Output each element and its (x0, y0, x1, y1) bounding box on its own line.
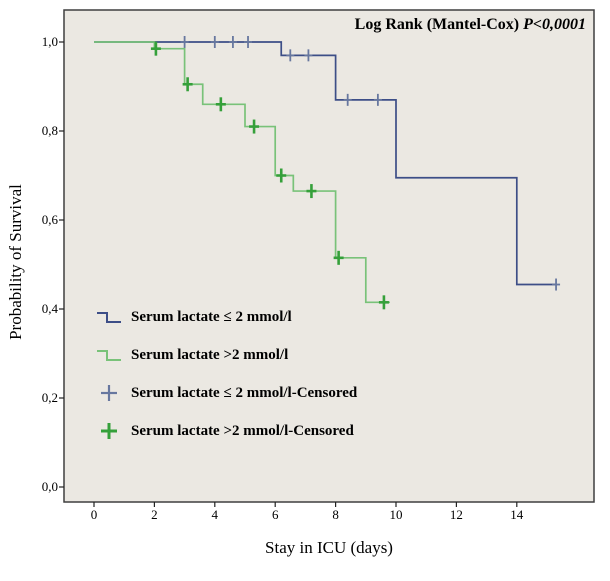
y-tick-label: 0,8 (41, 123, 58, 138)
legend-label: Serum lactate ≤ 2 mmol/l (131, 308, 292, 325)
legend-item: Serum lactate >2 mmol/l-Censored (96, 420, 357, 442)
y-tick-label: 0,0 (41, 479, 58, 494)
legend: Serum lactate ≤ 2 mmol/l Serum lactate >2… (96, 306, 357, 458)
x-tick-label: 14 (510, 507, 524, 522)
x-tick-label: 4 (211, 507, 219, 522)
legend-label: Serum lactate >2 mmol/l-Censored (131, 422, 354, 439)
x-tick-label: 12 (449, 507, 463, 522)
legend-item: Serum lactate >2 mmol/l (96, 344, 357, 366)
x-tick-label: 6 (271, 507, 279, 522)
x-tick-label: 10 (389, 507, 403, 522)
y-tick-label: 0,6 (41, 212, 58, 227)
plot-area (63, 9, 595, 503)
legend-censored-plus-icon (101, 385, 117, 401)
survival-curve (94, 41, 557, 286)
legend-censored-plus-icon (101, 423, 117, 439)
log-rank-annotation: Log Rank (Mantel-Cox) P<0,0001 (355, 16, 586, 34)
legend-item: Serum lactate ≤ 2 mmol/l (96, 306, 357, 328)
legend-label: Serum lactate ≤ 2 mmol/l-Censored (131, 384, 358, 401)
p-value: P<0,0001 (523, 16, 586, 33)
x-tick-label: 2 (151, 507, 158, 522)
log-rank-label: Log Rank (Mantel-Cox) (354, 16, 524, 33)
y-tick-label: 1,0 (41, 34, 58, 49)
legend-item: Serum lactate ≤ 2 mmol/l-Censored (96, 382, 357, 404)
x-axis-label: Stay in ICU (days) (265, 538, 393, 557)
legend-step-glyph (97, 312, 121, 323)
y-tick-label: 0,4 (41, 301, 58, 316)
y-tick-label: 0,2 (41, 390, 58, 405)
x-tick-label: 0 (90, 507, 98, 522)
legend-step-glyph (97, 350, 121, 361)
legend-label: Serum lactate >2 mmol/l (131, 346, 289, 363)
x-tick-label: 8 (332, 507, 339, 522)
